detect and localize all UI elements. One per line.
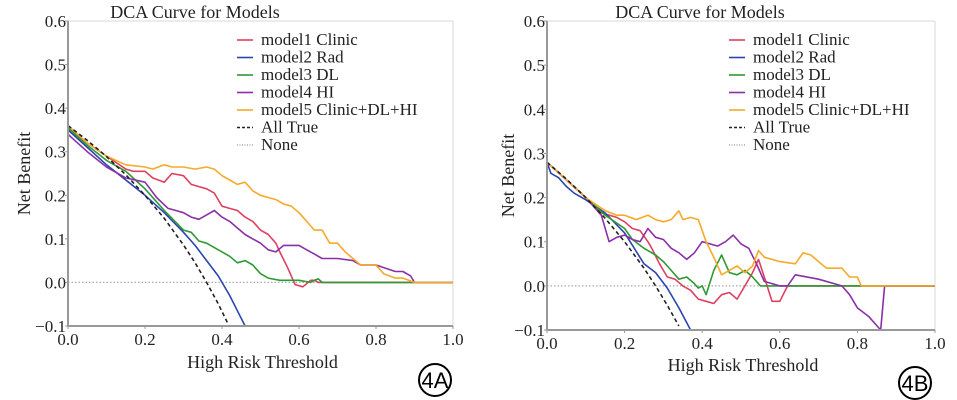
y-tick-label: 0.6 (45, 12, 66, 31)
series-line-model5-clinic-dl-hi (68, 125, 453, 284)
x-tick-label: 0.0 (57, 330, 78, 349)
x-tick-label: 0.6 (769, 334, 790, 353)
x-axis-label: High Risk Threshold (187, 352, 338, 372)
panel-badge-label: 4A (422, 368, 449, 393)
series-line-model2-rad (547, 162, 692, 330)
panel-badge: 4B (898, 366, 932, 400)
y-tick-label: 0.0 (45, 273, 66, 292)
x-tick-label: 1.0 (924, 334, 945, 353)
x-tick-label: 0.0 (536, 334, 557, 353)
x-tick-label: 0.4 (211, 330, 233, 349)
panel-badge-label: 4B (902, 371, 929, 396)
panel-badge-circle (418, 363, 452, 397)
legend-label: model4 HI (753, 83, 827, 102)
series-line-model4-hi (547, 161, 935, 330)
y-tick-label: 0.2 (45, 186, 66, 205)
y-tick-label: 0.6 (524, 12, 545, 31)
legend-label: None (753, 135, 790, 154)
y-tick-label: 0.3 (524, 144, 545, 163)
y-tick-label: 0.4 (45, 99, 67, 118)
y-axis-label: Net Benefit (14, 132, 34, 215)
series-group (547, 161, 935, 330)
series-line-model2-rad (68, 129, 246, 326)
legend-label: model3 DL (753, 65, 831, 84)
legend-label: None (261, 135, 298, 154)
legend-label: model2 Rad (753, 48, 836, 67)
x-tick-label: 0.2 (614, 334, 635, 353)
y-tick-label: 0.3 (45, 143, 66, 162)
legend-label: model2 Rad (261, 48, 344, 67)
x-tick-label: 0.2 (134, 330, 155, 349)
y-axis-label: Net Benefit (498, 134, 518, 217)
y-tick-label: 0.5 (524, 56, 545, 75)
series-line-model1-clinic (547, 161, 935, 305)
legend-label: All True (261, 118, 318, 137)
chart-panel-4b: −0.10.00.10.20.30.40.50.60.0 0.2 0.4 0.6 0.8… (498, 2, 946, 400)
series-line-model5-clinic-dl-hi (547, 161, 935, 287)
series-group (68, 124, 453, 326)
x-axis-label: High Risk Threshold (668, 355, 819, 375)
legend-label: model1 Clinic (261, 30, 358, 49)
y-tick-label: 0.1 (524, 233, 545, 252)
panel-badge-circle (898, 366, 932, 400)
legend-label: model5 Clinic+DL+HI (261, 100, 418, 119)
series-line-model3-dl (547, 161, 935, 296)
y-tick-label: −0.1 (514, 321, 545, 340)
series-line-model3-dl (68, 127, 453, 284)
y-tick-label: 0.1 (45, 230, 66, 249)
x-tick-label: 0.8 (365, 330, 386, 349)
series-line-model4-hi (68, 133, 453, 284)
y-tick-label: −0.1 (35, 317, 66, 336)
x-tick-label: 0.8 (847, 334, 868, 353)
legend-label: model1 Clinic (753, 30, 850, 49)
y-tick-label: 0.5 (45, 56, 66, 75)
y-tick-label: 0.4 (524, 100, 546, 119)
legend-label: model4 HI (261, 83, 335, 102)
x-tick-label: 0.4 (692, 334, 714, 353)
x-tick-label: 0.6 (288, 330, 309, 349)
y-tick-label: 0.2 (524, 189, 545, 208)
y-tick-label: 0.0 (524, 277, 545, 296)
x-tick-label: 1.0 (442, 330, 463, 349)
legend-label: model5 Clinic+DL+HI (753, 100, 910, 119)
panel-badge: 4A (418, 363, 452, 397)
legend-label: model3 DL (261, 65, 339, 84)
legend-label: All True (753, 118, 810, 137)
chart-panel-4a: −0.10.00.10.20.30.40.50.60.0 0.2 0.4 0.6 0.8… (14, 2, 464, 397)
chart-title: DCA Curve for Models (615, 2, 785, 22)
series-line-all-true (68, 124, 230, 326)
chart-title: DCA Curve for Models (110, 2, 280, 22)
